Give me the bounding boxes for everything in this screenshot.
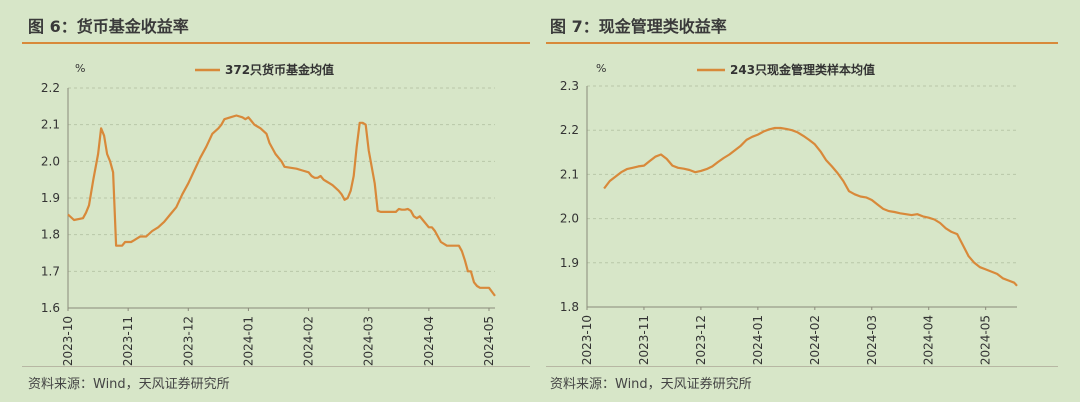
right-series-line (603, 126, 1018, 287)
right-x-tick-label: 2023-10 (580, 315, 594, 365)
left-x-tick-label: 2024-02 (302, 316, 316, 366)
left-figure-title: 图 6：货币基金收益率 (28, 17, 189, 36)
right-y-tick-label: 2.3 (560, 79, 579, 93)
left-source-note: 资料来源：Wind，天风证券研究所 (28, 377, 230, 392)
left-y-tick-label: 1.6 (41, 301, 60, 315)
left-y-tick-label: 2.2 (41, 81, 60, 95)
left-x-tick-label: 2023-10 (61, 316, 75, 366)
left-chart: 1.6 1.7 1.8 1.9 2.0 2.1 2.2 2023-10 2023-11 2023-… (41, 62, 496, 366)
left-x-tick-label: 2023-11 (121, 316, 135, 366)
left-y-tick-label: 1.8 (41, 228, 60, 242)
right-x-tick-label: 2023-11 (637, 315, 651, 365)
right-y-tick-label: 2.2 (560, 123, 579, 137)
right-legend-label: 243只现金管理类样本均值 (730, 62, 875, 77)
left-y-tick-label: 1.7 (41, 264, 60, 278)
left-y-tick-label: 2.1 (41, 118, 60, 132)
left-x-tick-label: 2024-04 (422, 316, 436, 366)
left-x-tick-label: 2024-03 (362, 316, 376, 366)
right-source-note: 资料来源：Wind，天风证券研究所 (550, 377, 752, 392)
right-unit-label: % (596, 62, 606, 75)
right-y-tick-label: 1.9 (560, 256, 579, 270)
left-x-tick-label: 2024-05 (482, 316, 496, 366)
right-panel: 图 7：现金管理类收益率 1.8 1.9 2.0 2.1 2.2 2.3 2023-10 20… (540, 0, 1080, 402)
right-bottom-rule (546, 366, 1058, 367)
left-title-rule (22, 42, 530, 44)
right-x-tick-label: 2024-05 (979, 315, 993, 365)
left-series-line (67, 114, 496, 297)
left-legend-label: 372只货币基金均值 (225, 62, 334, 77)
right-x-tick-label: 2023-12 (694, 315, 708, 365)
right-x-tick-label: 2024-03 (865, 315, 879, 365)
left-y-tick-label: 2.0 (41, 154, 60, 168)
right-figure-title: 图 7：现金管理类收益率 (550, 17, 727, 36)
left-y-tick-label: 1.9 (41, 191, 60, 205)
right-title-rule (546, 42, 1058, 44)
right-y-tick-label: 2.0 (560, 212, 579, 226)
left-x-tick-label: 2023-12 (181, 316, 195, 366)
right-x-tick-label: 2024-02 (808, 315, 822, 365)
left-panel: 图 6：货币基金收益率 1.6 1.7 1.8 1.9 2.0 2.1 2.2 2023-10… (22, 17, 530, 392)
right-y-tick-label: 1.8 (560, 300, 579, 314)
right-chart: 1.8 1.9 2.0 2.1 2.2 2.3 2023-10 2023-11 2023-12 2… (560, 62, 1018, 365)
right-y-tick-label: 2.1 (560, 167, 579, 181)
left-x-tick-label: 2024-01 (241, 316, 255, 366)
left-unit-label: % (75, 62, 85, 75)
right-x-tick-label: 2024-01 (751, 315, 765, 365)
left-bottom-rule (22, 366, 530, 367)
right-x-tick-label: 2024-04 (922, 315, 936, 365)
